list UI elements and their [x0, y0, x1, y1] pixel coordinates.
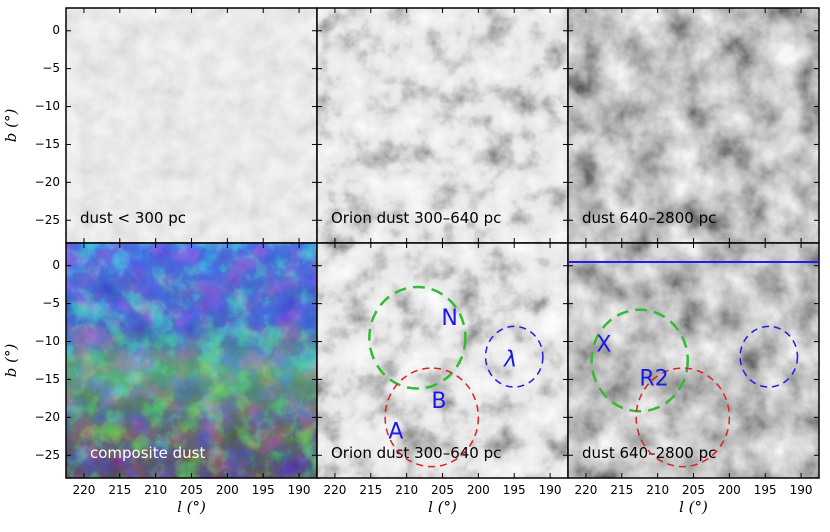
dust-map-high	[568, 8, 819, 243]
panel-label: dust 640–2800 pc	[582, 444, 716, 462]
x-tick-label: 205	[682, 483, 705, 497]
dust-map-high	[568, 243, 819, 478]
x-tick-label: 220	[574, 483, 597, 497]
x-tick-label: 200	[718, 483, 741, 497]
x-axis-label: l (°)	[177, 498, 206, 516]
x-tick-label: 190	[790, 483, 813, 497]
x-tick-label: 215	[359, 483, 382, 497]
x-tick-label: 205	[431, 483, 454, 497]
y-tick-label: 0	[52, 23, 60, 37]
x-tick-label: 210	[395, 483, 418, 497]
y-tick-label: −15	[35, 372, 60, 386]
panel-label: composite dust	[90, 444, 205, 462]
panel-p5: Orion dust 300–640 pc	[316, 242, 569, 479]
region-label: N	[441, 306, 457, 331]
y-tick-label: −5	[42, 61, 60, 75]
region-label: R2	[639, 366, 668, 391]
panel-p3: dust 640–2800 pc	[567, 7, 820, 244]
panel-p6: dust 640–2800 pc	[567, 242, 820, 479]
y-tick-label: −20	[35, 175, 60, 189]
y-tick-label: −25	[35, 213, 60, 227]
y-axis-label: b (°)	[2, 109, 20, 143]
panel-label: Orion dust 300–640 pc	[331, 209, 501, 227]
y-tick-label: −20	[35, 410, 60, 424]
x-tick-label: 190	[288, 483, 311, 497]
x-axis-label: l (°)	[428, 498, 457, 516]
x-tick-label: 210	[646, 483, 669, 497]
composite-dust-texture	[66, 243, 317, 478]
region-circle	[635, 367, 731, 468]
region-label: B	[431, 389, 446, 414]
y-tick-label: 0	[52, 258, 60, 272]
x-tick-label: 200	[216, 483, 239, 497]
x-axis-label: l (°)	[679, 498, 708, 516]
x-tick-label: 195	[252, 483, 275, 497]
panel-label: dust 640–2800 pc	[582, 209, 716, 227]
panel-p2: Orion dust 300–640 pc	[316, 7, 569, 244]
x-tick-label: 190	[539, 483, 562, 497]
y-tick-label: −5	[42, 296, 60, 310]
x-tick-label: 220	[72, 483, 95, 497]
x-tick-label: 215	[108, 483, 131, 497]
panel-label: Orion dust 300–640 pc	[331, 444, 501, 462]
y-tick-label: −10	[35, 99, 60, 113]
region-circle	[384, 367, 480, 468]
x-tick-label: 195	[754, 483, 777, 497]
panel-label: dust < 300 pc	[80, 209, 186, 227]
panel-p4: composite dust	[65, 242, 318, 479]
x-tick-label: 195	[503, 483, 526, 497]
region-label: X	[596, 332, 611, 357]
y-tick-label: −25	[35, 448, 60, 462]
y-tick-label: −10	[35, 334, 60, 348]
x-tick-label: 205	[180, 483, 203, 497]
region-circle	[368, 285, 467, 390]
region-circle	[484, 325, 544, 388]
x-tick-label: 215	[610, 483, 633, 497]
x-tick-label: 220	[323, 483, 346, 497]
x-tick-label: 210	[144, 483, 167, 497]
region-circle	[739, 325, 799, 388]
dust-map-medium	[317, 8, 568, 243]
y-tick-label: −15	[35, 137, 60, 151]
region-label: λ	[503, 348, 517, 373]
dust-map-medium	[317, 243, 568, 478]
region-circle	[590, 308, 690, 413]
region-label: A	[388, 420, 403, 445]
y-axis-label: b (°)	[2, 344, 20, 378]
x-tick-label: 200	[467, 483, 490, 497]
panel-p1: dust < 300 pc	[65, 7, 318, 244]
dust-map-low	[66, 8, 317, 243]
